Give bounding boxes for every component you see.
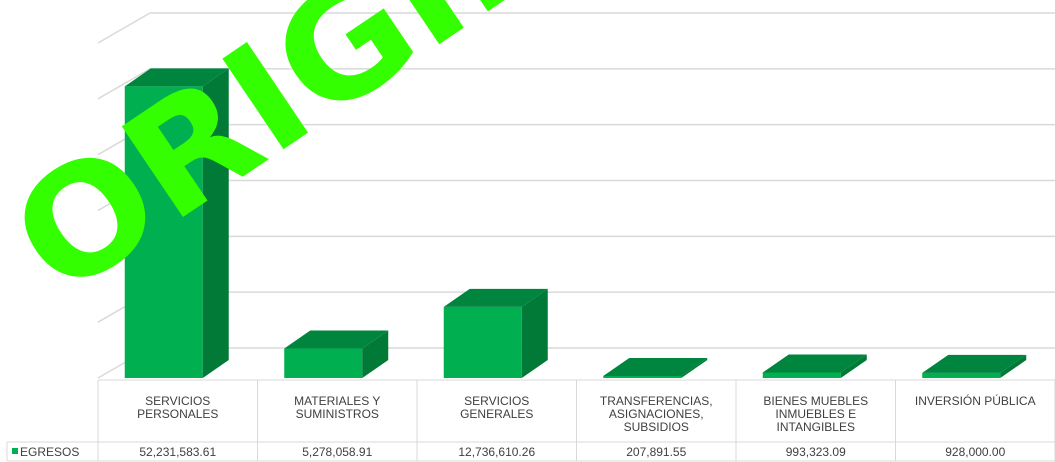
value-label: 928,000.00 xyxy=(945,445,1005,459)
value-label: 993,323.09 xyxy=(786,445,846,459)
legend-key xyxy=(12,448,18,454)
bars xyxy=(124,68,1027,378)
category-label: SERVICIOS GENERALES xyxy=(460,394,533,421)
bar xyxy=(443,288,548,378)
category-label: SERVICIOS PERSONALES xyxy=(137,394,218,421)
bar xyxy=(603,358,708,378)
data-table: SERVICIOS PERSONALES MATERIALES Y SUMINISTR… xyxy=(6,379,1055,462)
category-label: INVERSIÓN PÚBLICA xyxy=(915,393,1036,408)
gridline xyxy=(97,347,1055,379)
bar xyxy=(284,330,389,378)
bar xyxy=(922,354,1027,378)
watermark: ORIGINAL xyxy=(0,0,790,330)
gridline xyxy=(97,235,1055,267)
gridline xyxy=(97,68,1055,100)
legend-label: EGRESOS xyxy=(20,445,79,459)
watermark-text: ORIGINAL xyxy=(0,0,790,330)
value-label: 5,278,058.91 xyxy=(302,445,372,459)
value-label: 52,231,583.61 xyxy=(139,445,216,459)
category-label: MATERIALES Y SUMINISTROS xyxy=(294,394,380,421)
bar xyxy=(762,354,867,378)
value-label: 12,736,610.26 xyxy=(458,445,535,459)
gridline xyxy=(97,12,1055,44)
value-label: 207,891.55 xyxy=(626,445,686,459)
gridline xyxy=(97,291,1055,323)
bar xyxy=(124,68,229,378)
category-label: BIENES MUEBLES INMUEBLES E INTANGIBLES xyxy=(763,394,868,434)
category-label: TRANSFERENCIAS, ASIGNACIONES, SUBSIDIOS xyxy=(600,394,713,434)
